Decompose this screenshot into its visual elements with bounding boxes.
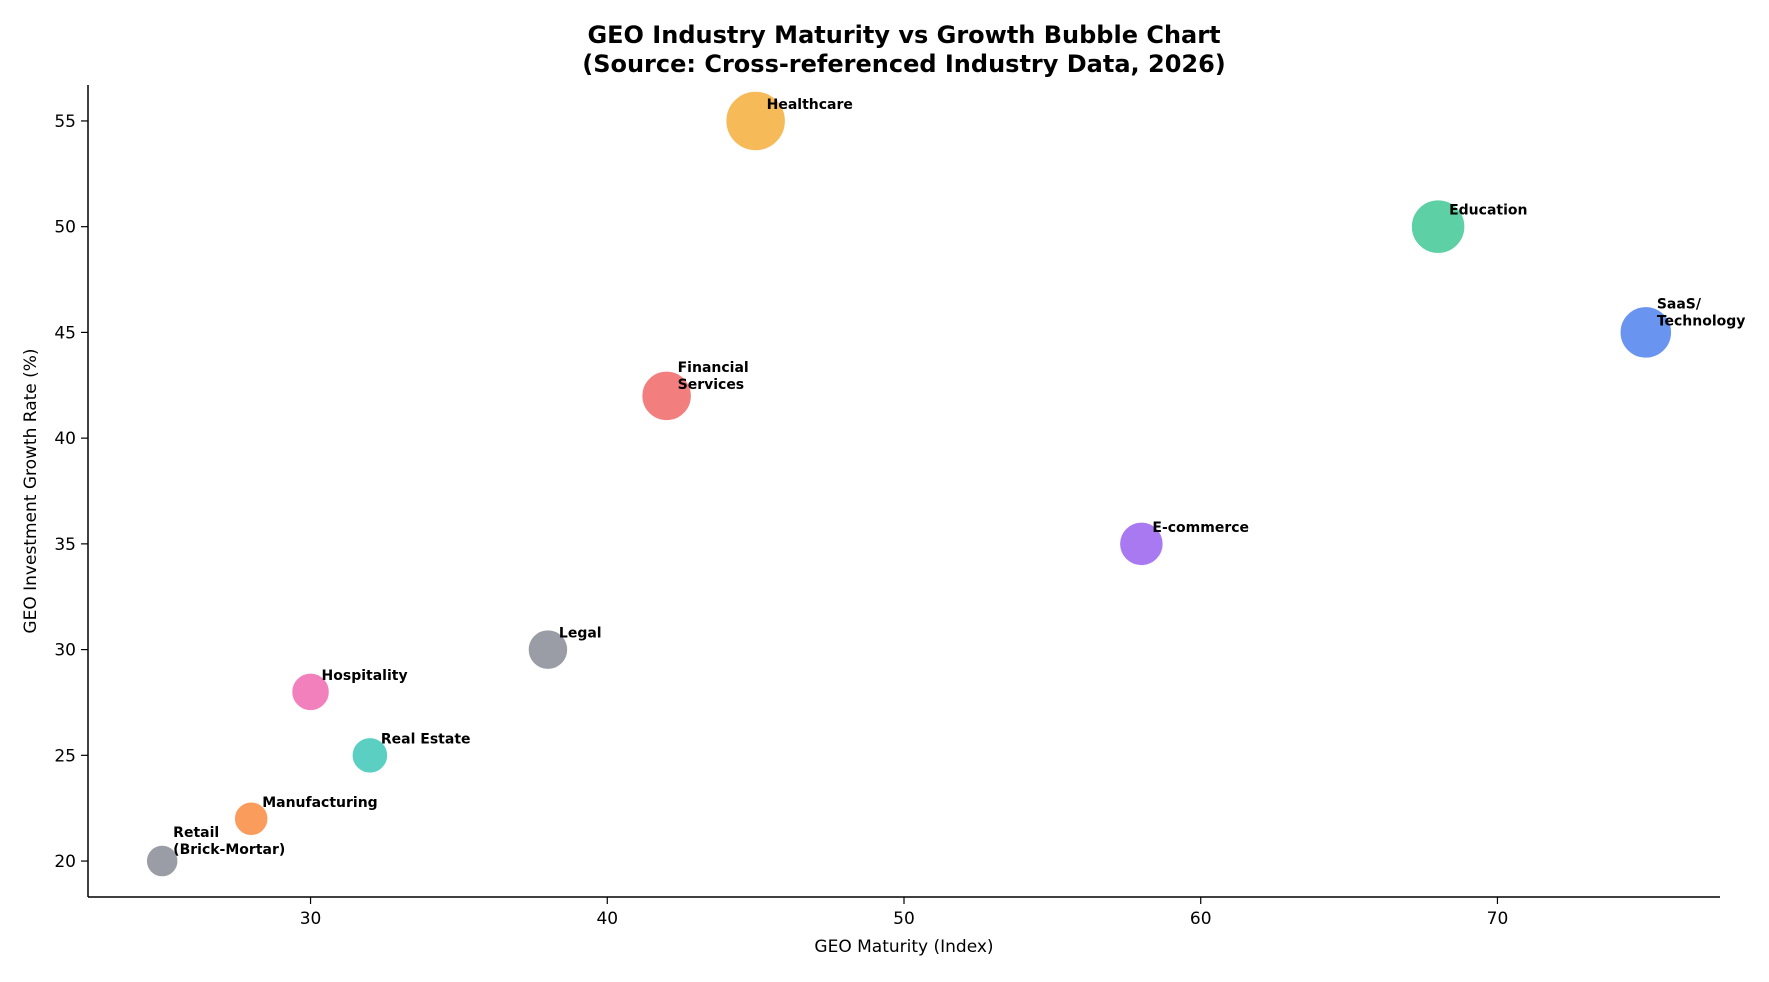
bubble-label-saas-technology: SaaS/Technology bbox=[1657, 296, 1746, 329]
bubble-saas-technology bbox=[1619, 305, 1673, 360]
bubbles bbox=[145, 90, 1673, 878]
bubble-retail-brick-mortar bbox=[145, 844, 179, 878]
bubble-manufacturing bbox=[233, 801, 269, 837]
y-tick-label-50: 50 bbox=[54, 218, 76, 238]
bubble-label-hospitality: Hospitality bbox=[322, 668, 408, 684]
bubble-healthcare bbox=[724, 90, 787, 152]
x-tick-label-50: 50 bbox=[893, 909, 915, 929]
bubble-label-legal: Legal bbox=[559, 626, 602, 642]
chart-title-line-1: GEO Industry Maturity vs Growth Bubble C… bbox=[587, 21, 1220, 49]
bubble-label-e-commerce: E-commerce bbox=[1152, 520, 1249, 536]
y-ticks: 20 25 30 35 40 45 50 55 bbox=[54, 112, 88, 872]
bubble-education bbox=[1410, 198, 1466, 255]
y-tick-label-55: 55 bbox=[54, 112, 76, 132]
x-tick-label-60: 60 bbox=[1190, 909, 1212, 929]
bubble-e-commerce bbox=[1118, 521, 1165, 567]
y-tick-label-25: 25 bbox=[54, 746, 76, 766]
y-tick-label-45: 45 bbox=[54, 323, 76, 343]
x-ticks: 30 40 50 60 70 bbox=[300, 897, 1509, 929]
bubble-financial-services bbox=[640, 370, 693, 422]
y-tick-label-40: 40 bbox=[54, 429, 76, 449]
y-tick-label-30: 30 bbox=[54, 641, 76, 661]
y-tick-label-35: 35 bbox=[54, 535, 76, 555]
x-tick-label-40: 40 bbox=[596, 909, 618, 929]
bubble-label-retail-brick-mortar: Retail (Brick-Mortar) bbox=[173, 825, 285, 858]
x-axis-label: GEO Maturity (Index) bbox=[814, 937, 993, 957]
chart-title-line-2: (Source: Cross-referenced Industry Data,… bbox=[582, 50, 1226, 78]
bubble-label-manufacturing: Manufacturing bbox=[262, 795, 378, 811]
bubble-legal bbox=[527, 628, 569, 671]
y-tick-label-20: 20 bbox=[54, 852, 76, 872]
x-tick-label-30: 30 bbox=[300, 909, 322, 929]
bubble-label-education: Education bbox=[1449, 203, 1527, 219]
x-tick-label-70: 70 bbox=[1487, 909, 1509, 929]
bubble-label-healthcare: Healthcare bbox=[767, 97, 853, 113]
bubble-hospitality bbox=[290, 672, 331, 712]
y-axis-label: GEO Investment Growth Rate (%) bbox=[21, 348, 41, 633]
bubble-label-real-estate: Real Estate bbox=[381, 731, 471, 747]
chart-title: GEO Industry Maturity vs Growth Bubble C… bbox=[582, 21, 1226, 78]
bubble-real-estate bbox=[351, 736, 389, 775]
bubble-labels: Healthcare Education SaaS/Technology Financ… bbox=[173, 97, 1745, 858]
bubble-label-financial-services: Financial Services bbox=[678, 360, 749, 393]
